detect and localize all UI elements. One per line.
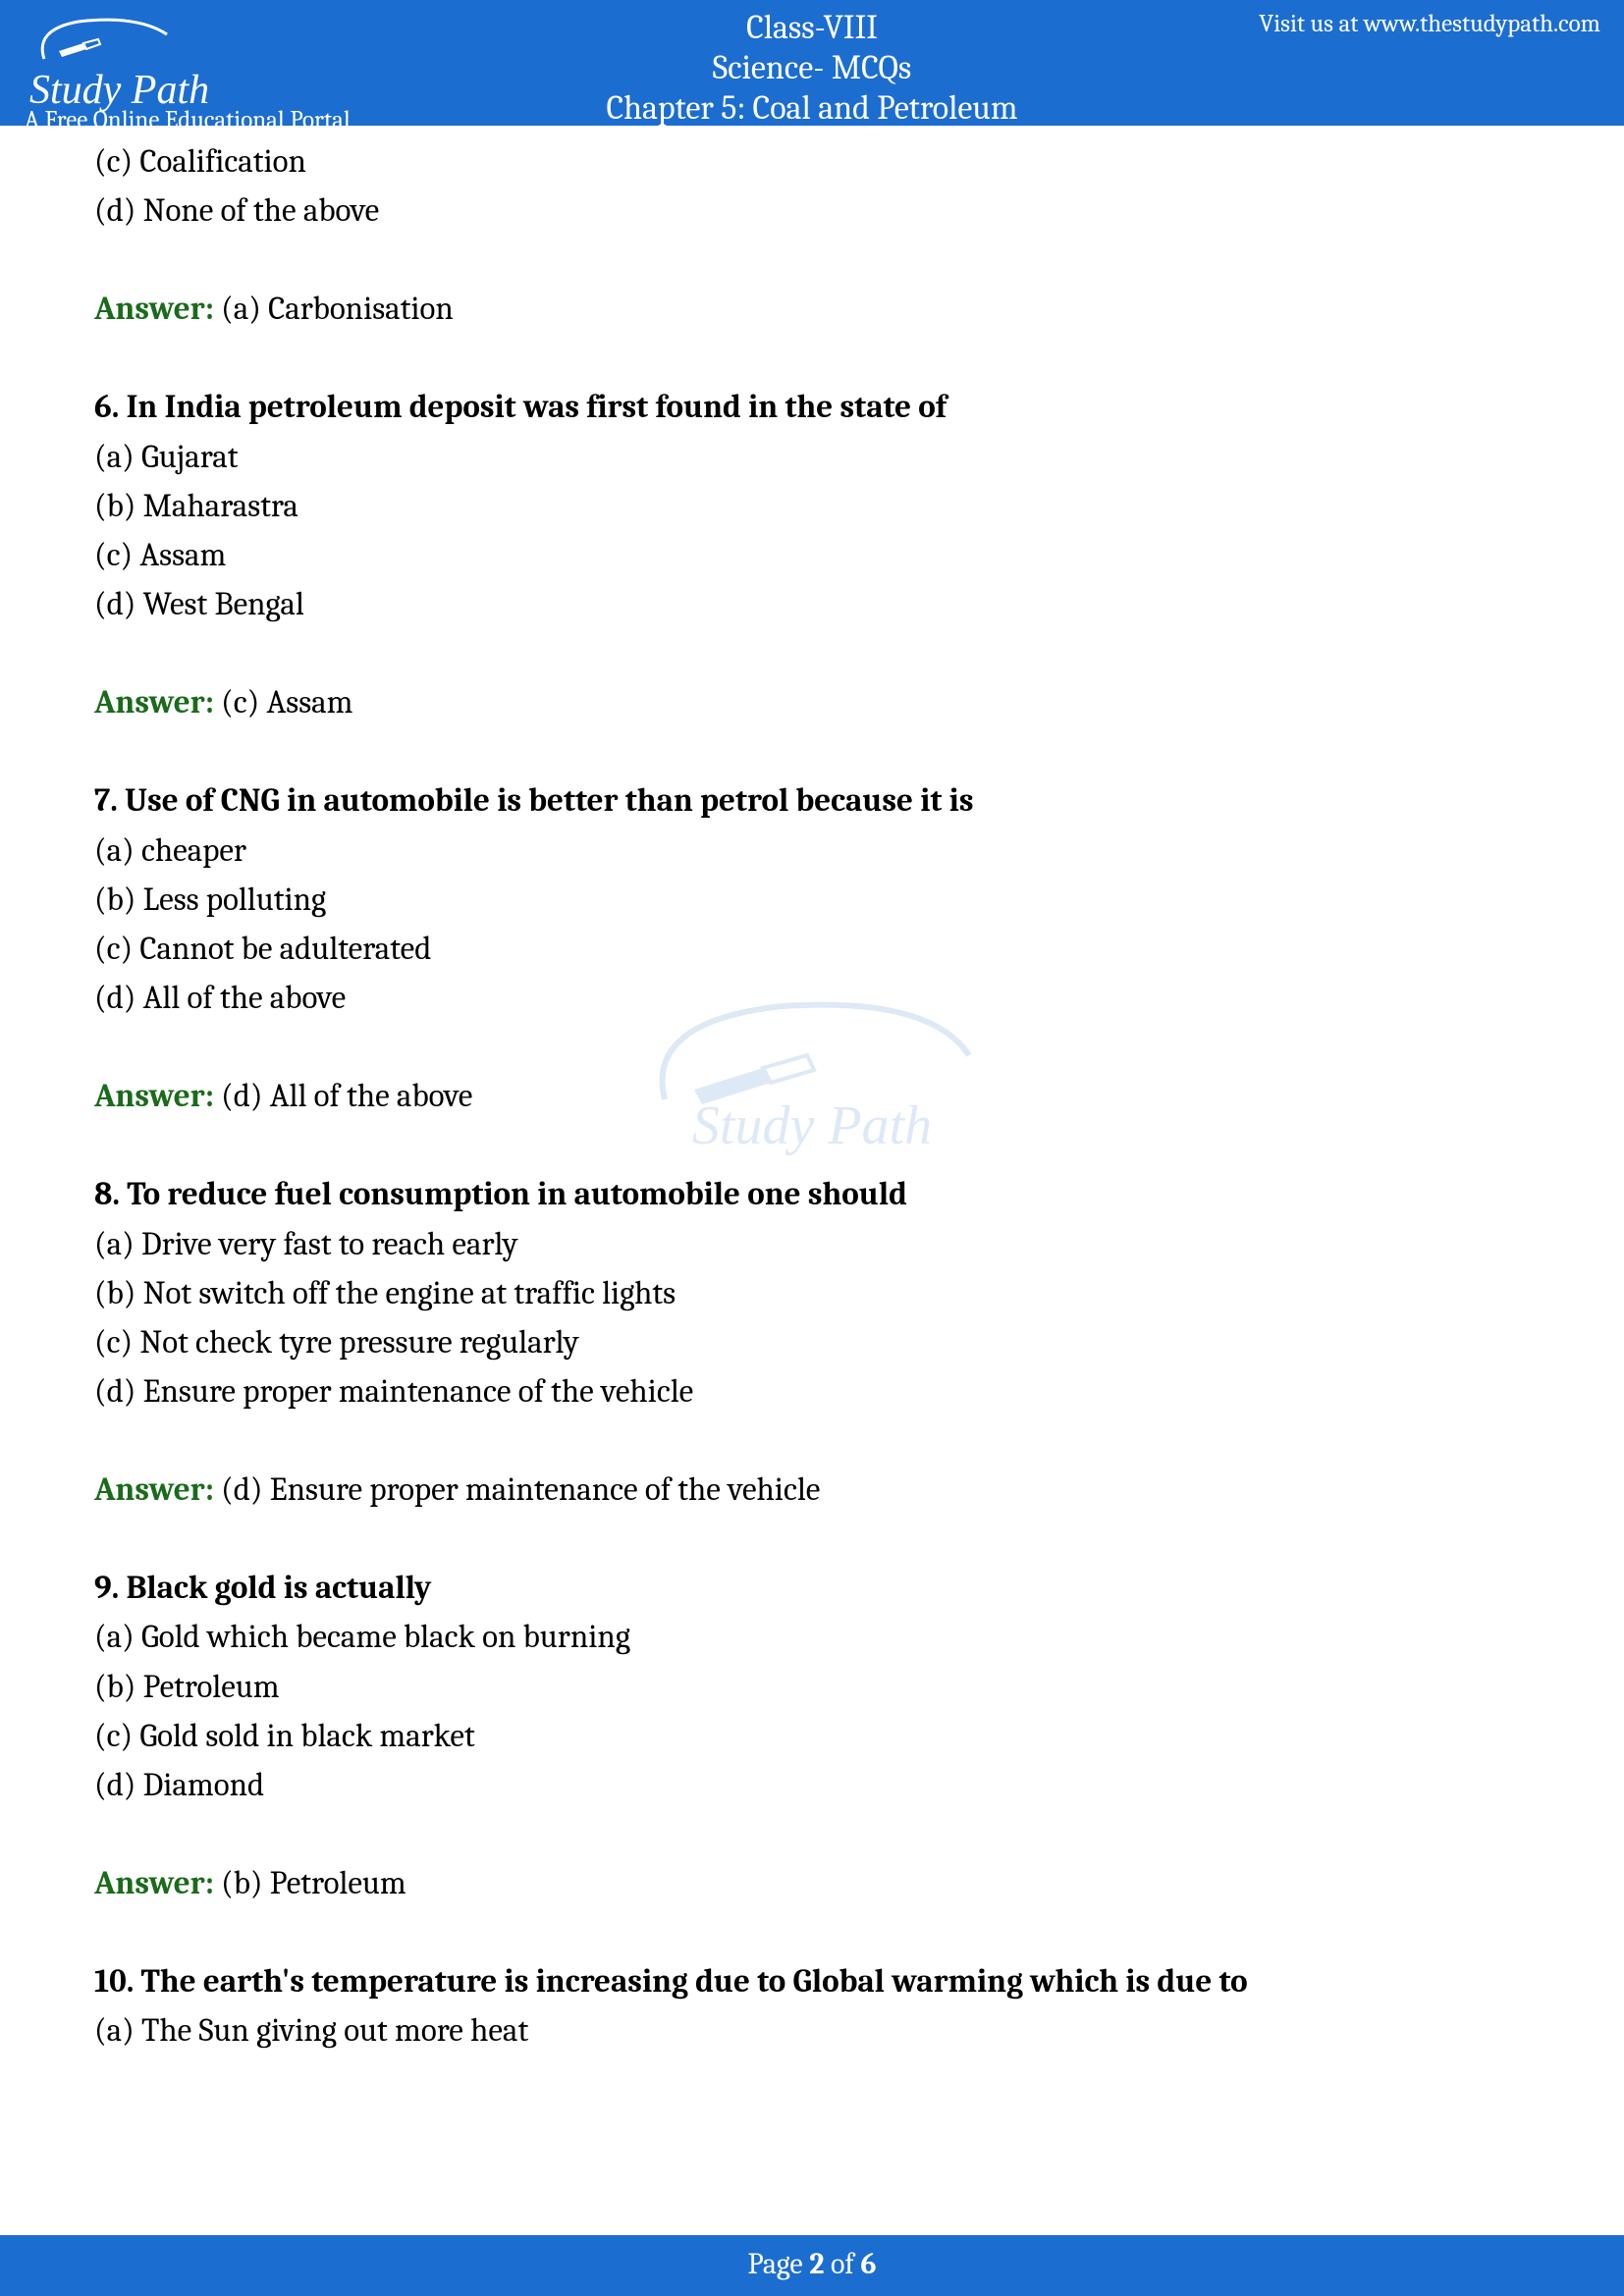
q7-option-b: (b) Less polluting bbox=[94, 876, 1530, 925]
q5-option-d: (d) None of the above bbox=[94, 187, 1530, 236]
answer-text: (d) All of the above bbox=[214, 1078, 472, 1115]
q8-option-d: (d) Ensure proper maintenance of the veh… bbox=[94, 1367, 1530, 1416]
q9-option-b: (b) Petroleum bbox=[94, 1663, 1530, 1712]
answer-text: (a) Carbonisation bbox=[214, 291, 454, 328]
footer-prefix: Page bbox=[747, 2247, 809, 2281]
q10-option-a: (a) The Sun giving out more heat bbox=[94, 2006, 1530, 2056]
q9-question: 9. Black gold is actually bbox=[94, 1564, 1530, 1613]
q6-question: 6. In India petroleum deposit was first … bbox=[94, 383, 1530, 432]
page-footer: Page 2 of 6 bbox=[0, 2235, 1624, 2296]
q8-option-a: (a) Drive very fast to reach early bbox=[94, 1220, 1530, 1269]
q7-answer: Answer: (d) All of the above bbox=[94, 1072, 1530, 1121]
q6-option-a: (a) Gujarat bbox=[94, 433, 1530, 482]
q8-option-b: (b) Not switch off the engine at traffic… bbox=[94, 1269, 1530, 1318]
visit-link-text: Visit us at www.thestudypath.com bbox=[1259, 10, 1600, 38]
header-subject: Science- MCQs bbox=[606, 48, 1017, 88]
answer-label: Answer: bbox=[94, 1078, 214, 1115]
q9-option-a: (a) Gold which became black on burning bbox=[94, 1613, 1530, 1662]
header-class: Class-VIII bbox=[606, 8, 1017, 48]
q6-option-c: (c) Assam bbox=[94, 531, 1530, 580]
footer-mid: of bbox=[824, 2247, 860, 2281]
answer-label: Answer: bbox=[94, 684, 214, 721]
q8-question: 8. To reduce fuel consumption in automob… bbox=[94, 1170, 1530, 1219]
q5-answer: Answer: (a) Carbonisation bbox=[94, 285, 1530, 334]
q6-answer: Answer: (c) Assam bbox=[94, 678, 1530, 727]
q7-option-a: (a) cheaper bbox=[94, 827, 1530, 876]
answer-text: (c) Assam bbox=[214, 684, 353, 721]
q9-answer: Answer: (b) Petroleum bbox=[94, 1859, 1530, 1908]
answer-text: (d) Ensure proper maintenance of the veh… bbox=[214, 1471, 820, 1509]
pen-icon bbox=[29, 10, 187, 69]
answer-label: Answer: bbox=[94, 1865, 214, 1902]
q9-option-d: (d) Diamond bbox=[94, 1761, 1530, 1810]
q8-option-c: (c) Not check tyre pressure regularly bbox=[94, 1318, 1530, 1367]
answer-label: Answer: bbox=[94, 1471, 214, 1509]
q5-option-c: (c) Coalification bbox=[94, 137, 1530, 187]
footer-total-pages: 6 bbox=[860, 2247, 876, 2281]
content-area: (c) Coalification (d) None of the above … bbox=[94, 137, 1530, 2056]
q7-option-d: (d) All of the above bbox=[94, 974, 1530, 1023]
q9-option-c: (c) Gold sold in black market bbox=[94, 1712, 1530, 1761]
footer-current-page: 2 bbox=[809, 2247, 824, 2281]
answer-text: (b) Petroleum bbox=[214, 1865, 406, 1902]
answer-label: Answer: bbox=[94, 291, 214, 328]
logo-subtitle: A Free Online Educational Portal bbox=[25, 106, 351, 134]
q7-option-c: (c) Cannot be adulterated bbox=[94, 925, 1530, 974]
header-title-block: Class-VIII Science- MCQs Chapter 5: Coal… bbox=[606, 8, 1017, 128]
header-chapter: Chapter 5: Coal and Petroleum bbox=[606, 88, 1017, 129]
q6-option-d: (d) West Bengal bbox=[94, 580, 1530, 629]
page-header: Study Path A Free Online Educational Por… bbox=[0, 0, 1624, 126]
q6-option-b: (b) Maharastra bbox=[94, 482, 1530, 531]
q8-answer: Answer: (d) Ensure proper maintenance of… bbox=[94, 1466, 1530, 1515]
q10-question: 10. The earth's temperature is increasin… bbox=[94, 1957, 1530, 2006]
q7-question: 7. Use of CNG in automobile is better th… bbox=[94, 776, 1530, 826]
